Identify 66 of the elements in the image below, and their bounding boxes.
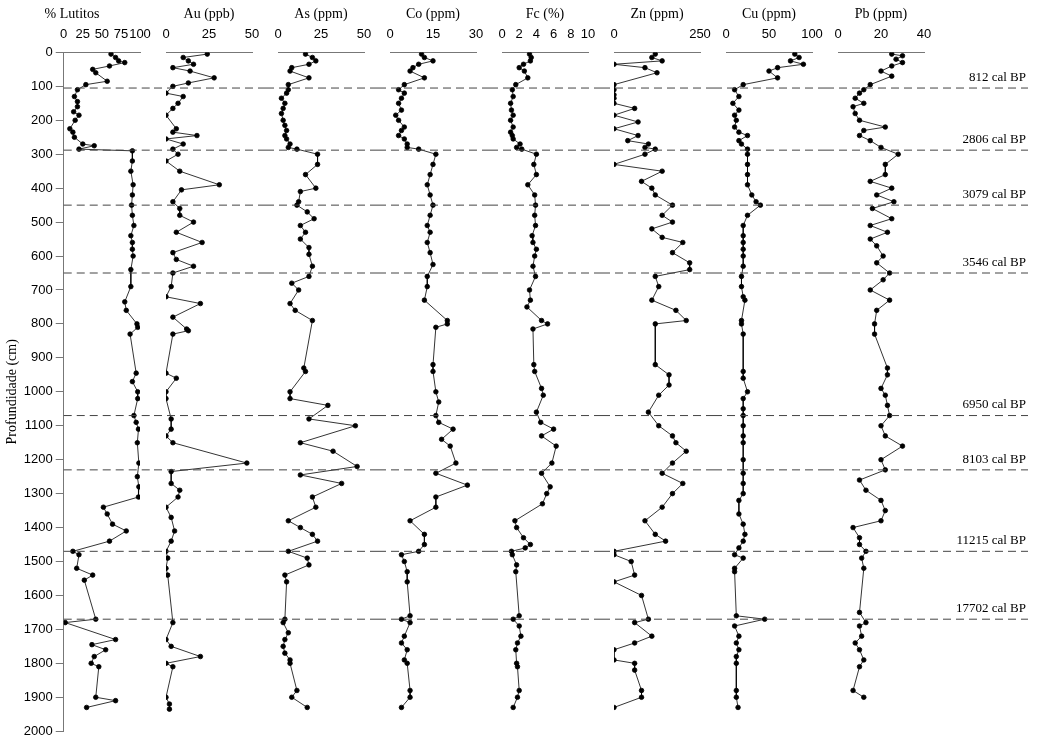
ref-line-label: 812 cal BP <box>968 68 1026 84</box>
chart-title: Co (ppm) <box>405 6 461 23</box>
y-tick-label: 800 <box>31 315 53 331</box>
x-tick-label: 50 <box>94 26 110 42</box>
y-tick-label: 1600 <box>23 587 53 603</box>
chart-title: Zn (ppm) <box>630 6 684 23</box>
chart-title: Pb (ppm) <box>854 6 908 23</box>
x-tick-label: 40 <box>916 26 932 42</box>
chart-title: Cu (ppm) <box>741 6 797 23</box>
ref-line-label: 3079 cal BP <box>962 186 1026 202</box>
x-tick-label: 8 <box>567 26 575 42</box>
chart-title: As (ppm) <box>294 6 348 23</box>
x-tick-label: 20 <box>873 26 889 42</box>
ref-line-label: 8103 cal BP <box>962 450 1026 466</box>
x-tick-label: 0 <box>722 26 730 42</box>
ref-line-label: 11215 cal BP <box>956 532 1026 548</box>
x-tick-label: 25 <box>75 26 91 42</box>
x-tick-label: 50 <box>244 26 260 42</box>
x-tick-label: 50 <box>356 26 372 42</box>
y-tick-label: 500 <box>31 213 53 229</box>
x-tick-label: 4 <box>532 26 541 42</box>
chart-title: Fc (%) <box>525 6 565 23</box>
x-tick-label: 0 <box>834 26 842 42</box>
y-tick-label: 1100 <box>24 417 53 433</box>
x-tick-label: 100 <box>129 26 151 42</box>
chart-title: Au (ppb) <box>183 6 235 23</box>
x-tick-label: 0 <box>610 26 618 42</box>
y-tick-label: 900 <box>31 349 53 365</box>
x-tick-label: 6 <box>549 26 558 42</box>
y-tick-label: 2000 <box>23 722 53 738</box>
y-tick-label: 300 <box>31 145 53 161</box>
x-tick-label: 0 <box>386 26 394 42</box>
x-tick-label: 0 <box>498 26 506 42</box>
y-tick-label: 1300 <box>23 485 53 501</box>
x-tick-label: 250 <box>689 26 711 42</box>
x-tick-label: 100 <box>801 26 823 42</box>
ref-line-label: 3546 cal BP <box>962 253 1026 269</box>
y-tick-label: 1700 <box>23 620 53 636</box>
x-tick-label: 10 <box>580 26 596 42</box>
x-tick-label: 25 <box>201 26 217 42</box>
y-tick-label: 200 <box>31 111 53 127</box>
y-tick-label: 1000 <box>23 383 53 399</box>
y-tick-label: 100 <box>31 77 53 93</box>
ref-line-label: 6950 cal BP <box>962 396 1026 412</box>
x-tick-label: 0 <box>274 26 282 42</box>
x-tick-label: 0 <box>60 26 68 42</box>
y-tick-label: 1500 <box>23 553 53 569</box>
y-tick-label: 1900 <box>23 688 53 704</box>
x-tick-label: 75 <box>113 26 129 42</box>
y-tick-label: 1200 <box>23 451 53 467</box>
y-tick-label: 1800 <box>23 654 53 670</box>
x-tick-label: 50 <box>761 26 777 42</box>
y-axis-title: Profundidade (cm) <box>4 338 21 445</box>
chart-title: % Lutitos <box>44 6 100 22</box>
x-tick-label: 15 <box>425 26 441 42</box>
ref-line-label: 17702 cal BP <box>955 600 1026 616</box>
y-tick-label: 1400 <box>23 519 53 535</box>
y-tick-label: 700 <box>31 281 53 297</box>
x-tick-label: 25 <box>313 26 329 42</box>
x-tick-label: 2 <box>515 26 523 42</box>
x-tick-label: 30 <box>468 26 484 42</box>
ref-line-label: 2806 cal BP <box>962 131 1026 147</box>
x-tick-label: 0 <box>162 26 170 42</box>
y-tick-label: 0 <box>45 43 53 59</box>
y-tick-label: 400 <box>31 179 53 195</box>
y-tick-label: 600 <box>31 247 53 263</box>
